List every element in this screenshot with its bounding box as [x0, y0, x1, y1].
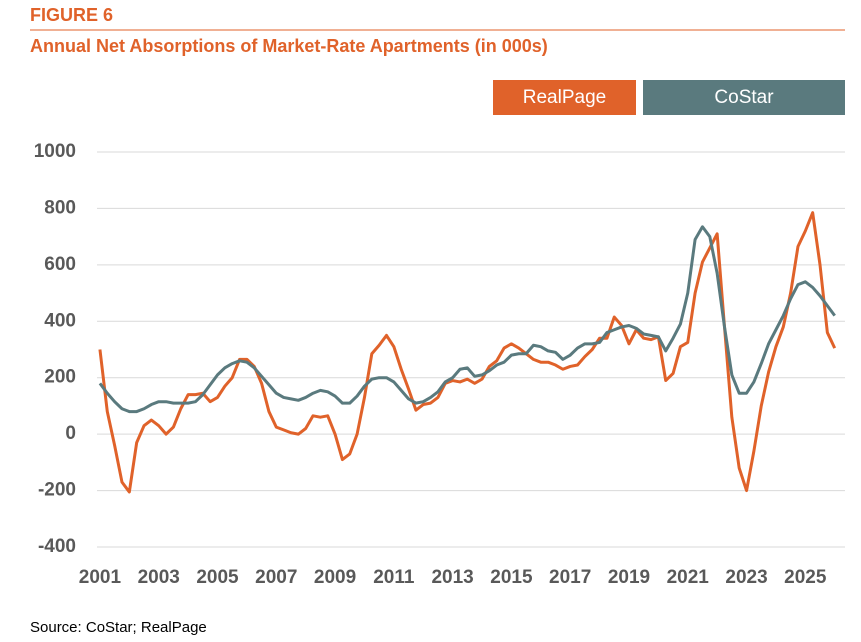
x-tick-label: 2007: [255, 567, 297, 588]
y-tick-label: 800: [44, 197, 76, 218]
x-tick-label: 2003: [138, 567, 180, 588]
x-tick-label: 2005: [196, 567, 239, 588]
legend-swatch: [493, 80, 636, 115]
source-note: Source: CoStar; RealPage: [30, 619, 207, 636]
chart-title: Annual Net Absorptions of Market-Rate Ap…: [30, 36, 548, 56]
x-tick-label: 2017: [549, 567, 591, 588]
legend-label: CoStar: [714, 87, 774, 108]
y-tick-label: 200: [44, 367, 76, 388]
x-tick-label: 2001: [79, 567, 122, 588]
x-tick-label: 2021: [667, 567, 710, 588]
x-tick-label: 2023: [725, 567, 767, 588]
y-tick-label: 600: [44, 254, 76, 275]
figure-label: FIGURE 6: [30, 5, 113, 25]
x-tick-label: 2025: [784, 567, 827, 588]
x-tick-label: 2009: [314, 567, 356, 588]
series-line: [98, 211, 837, 494]
legend-label: RealPage: [523, 87, 606, 108]
x-tick-label: 2011: [373, 567, 415, 588]
y-tick-label: -200: [38, 480, 76, 501]
x-tick-label: 2015: [490, 567, 533, 588]
legend-swatch: [643, 80, 845, 115]
y-tick-label: 400: [44, 310, 76, 331]
y-tick-label: 0: [65, 423, 76, 444]
y-tick-label: -400: [38, 536, 76, 557]
series-line: [98, 225, 836, 414]
x-tick-label: 2019: [608, 567, 650, 588]
x-tick-label: 2013: [431, 567, 473, 588]
y-tick-label: 1000: [34, 141, 76, 162]
